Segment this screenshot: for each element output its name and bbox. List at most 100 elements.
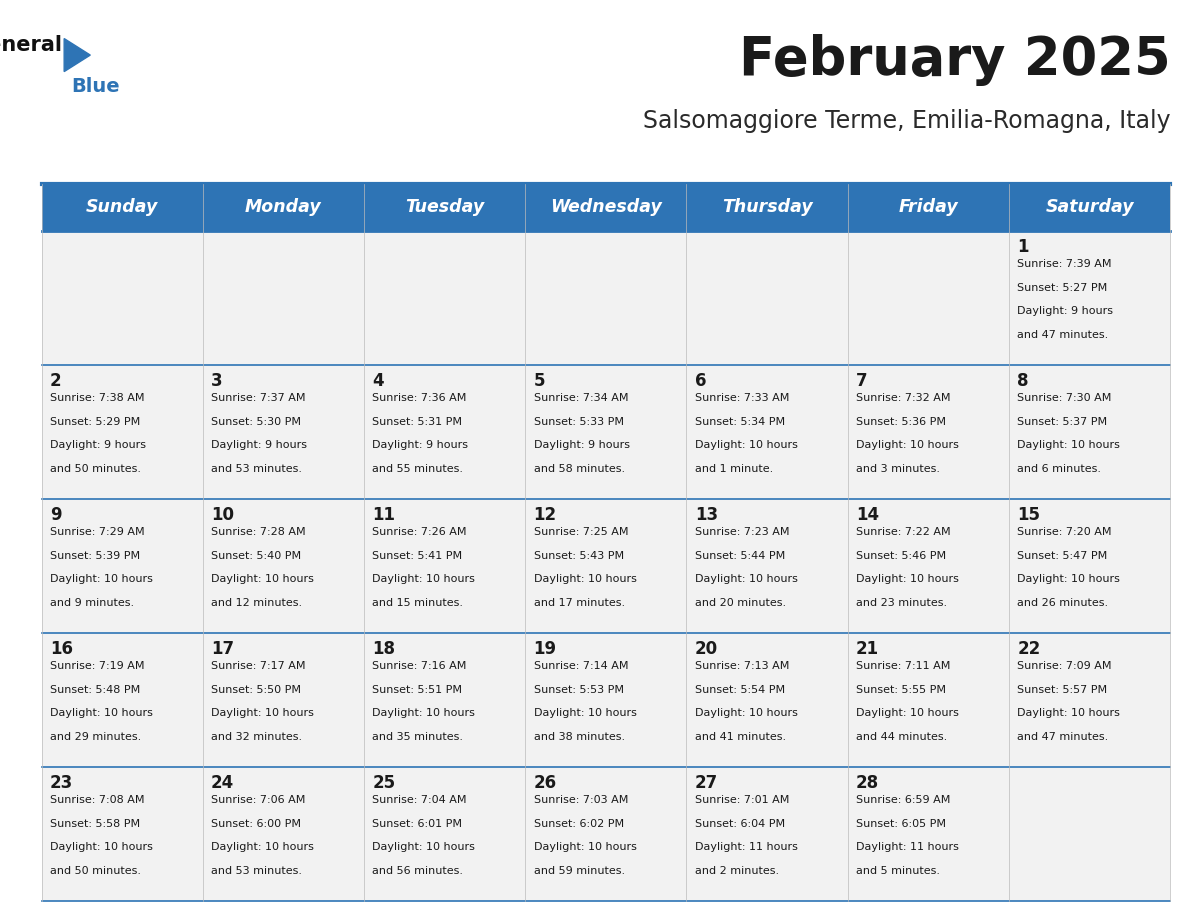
Text: Daylight: 10 hours: Daylight: 10 hours xyxy=(1017,708,1120,718)
Text: and 53 minutes.: and 53 minutes. xyxy=(211,866,302,876)
Text: Daylight: 10 hours: Daylight: 10 hours xyxy=(533,708,637,718)
Bar xyxy=(1009,499,1170,633)
Bar xyxy=(42,767,203,901)
Bar xyxy=(687,365,848,499)
Bar xyxy=(687,231,848,365)
Text: Sunset: 5:30 PM: Sunset: 5:30 PM xyxy=(211,417,301,427)
Text: Daylight: 10 hours: Daylight: 10 hours xyxy=(372,574,475,584)
Bar xyxy=(848,231,1009,365)
Text: Blue: Blue xyxy=(71,77,120,96)
Text: Daylight: 10 hours: Daylight: 10 hours xyxy=(1017,574,1120,584)
Text: Sunrise: 7:29 AM: Sunrise: 7:29 AM xyxy=(50,527,145,537)
Text: and 50 minutes.: and 50 minutes. xyxy=(50,464,141,474)
Text: and 47 minutes.: and 47 minutes. xyxy=(1017,330,1108,340)
Text: 5: 5 xyxy=(533,372,545,390)
Text: Sunset: 6:05 PM: Sunset: 6:05 PM xyxy=(857,819,946,829)
Text: and 59 minutes.: and 59 minutes. xyxy=(533,866,625,876)
Text: 10: 10 xyxy=(211,506,234,524)
Text: and 5 minutes.: and 5 minutes. xyxy=(857,866,940,876)
Text: Monday: Monday xyxy=(245,198,322,217)
Text: Sunrise: 7:26 AM: Sunrise: 7:26 AM xyxy=(372,527,467,537)
Text: Sunrise: 7:19 AM: Sunrise: 7:19 AM xyxy=(50,661,145,671)
Bar xyxy=(687,184,848,231)
Bar xyxy=(1009,231,1170,365)
Text: Daylight: 9 hours: Daylight: 9 hours xyxy=(372,440,468,450)
Text: 6: 6 xyxy=(695,372,707,390)
Text: Daylight: 11 hours: Daylight: 11 hours xyxy=(695,842,797,852)
Text: 26: 26 xyxy=(533,774,557,792)
Text: Sunset: 5:40 PM: Sunset: 5:40 PM xyxy=(211,551,302,561)
Text: Sunrise: 7:23 AM: Sunrise: 7:23 AM xyxy=(695,527,789,537)
Text: 17: 17 xyxy=(211,640,234,658)
Text: 25: 25 xyxy=(372,774,396,792)
Text: Sunset: 5:34 PM: Sunset: 5:34 PM xyxy=(695,417,785,427)
Text: Sunrise: 7:13 AM: Sunrise: 7:13 AM xyxy=(695,661,789,671)
Bar xyxy=(848,499,1009,633)
Text: Sunset: 5:55 PM: Sunset: 5:55 PM xyxy=(857,685,946,695)
Bar xyxy=(364,184,525,231)
Text: Daylight: 10 hours: Daylight: 10 hours xyxy=(857,440,959,450)
Text: Sunset: 5:57 PM: Sunset: 5:57 PM xyxy=(1017,685,1107,695)
Bar xyxy=(525,633,687,767)
Bar xyxy=(203,499,364,633)
Text: Sunset: 5:44 PM: Sunset: 5:44 PM xyxy=(695,551,785,561)
Text: Sunrise: 7:39 AM: Sunrise: 7:39 AM xyxy=(1017,259,1112,269)
Text: Sunrise: 7:34 AM: Sunrise: 7:34 AM xyxy=(533,393,628,403)
Bar xyxy=(525,767,687,901)
Text: Daylight: 10 hours: Daylight: 10 hours xyxy=(857,708,959,718)
Text: Sunset: 5:27 PM: Sunset: 5:27 PM xyxy=(1017,283,1107,293)
Text: Sunrise: 7:03 AM: Sunrise: 7:03 AM xyxy=(533,795,628,805)
Text: Sunset: 5:54 PM: Sunset: 5:54 PM xyxy=(695,685,785,695)
Text: Sunset: 5:50 PM: Sunset: 5:50 PM xyxy=(211,685,301,695)
Text: and 23 minutes.: and 23 minutes. xyxy=(857,598,947,608)
Text: Sunrise: 7:30 AM: Sunrise: 7:30 AM xyxy=(1017,393,1112,403)
Text: and 47 minutes.: and 47 minutes. xyxy=(1017,732,1108,742)
Text: Sunrise: 7:22 AM: Sunrise: 7:22 AM xyxy=(857,527,950,537)
Text: Thursday: Thursday xyxy=(722,198,813,217)
Text: 19: 19 xyxy=(533,640,557,658)
Text: 9: 9 xyxy=(50,506,62,524)
Text: Daylight: 10 hours: Daylight: 10 hours xyxy=(695,708,797,718)
Text: Sunrise: 7:14 AM: Sunrise: 7:14 AM xyxy=(533,661,628,671)
Text: Sunset: 5:31 PM: Sunset: 5:31 PM xyxy=(372,417,462,427)
Text: Daylight: 9 hours: Daylight: 9 hours xyxy=(1017,306,1113,316)
Bar xyxy=(203,365,364,499)
Text: Sunrise: 7:04 AM: Sunrise: 7:04 AM xyxy=(372,795,467,805)
Text: and 6 minutes.: and 6 minutes. xyxy=(1017,464,1101,474)
Text: 24: 24 xyxy=(211,774,234,792)
Text: Sunrise: 7:11 AM: Sunrise: 7:11 AM xyxy=(857,661,950,671)
Text: 1: 1 xyxy=(1017,238,1029,256)
Text: and 44 minutes.: and 44 minutes. xyxy=(857,732,947,742)
Text: Sunset: 5:46 PM: Sunset: 5:46 PM xyxy=(857,551,946,561)
Text: 7: 7 xyxy=(857,372,867,390)
Text: and 50 minutes.: and 50 minutes. xyxy=(50,866,141,876)
Text: Sunset: 5:29 PM: Sunset: 5:29 PM xyxy=(50,417,140,427)
Text: and 17 minutes.: and 17 minutes. xyxy=(533,598,625,608)
Bar xyxy=(525,365,687,499)
Text: Daylight: 9 hours: Daylight: 9 hours xyxy=(211,440,308,450)
Text: Sunset: 5:41 PM: Sunset: 5:41 PM xyxy=(372,551,462,561)
Bar xyxy=(42,499,203,633)
Text: Daylight: 10 hours: Daylight: 10 hours xyxy=(695,440,797,450)
Text: Sunset: 5:48 PM: Sunset: 5:48 PM xyxy=(50,685,140,695)
Bar xyxy=(42,184,203,231)
Bar xyxy=(364,231,525,365)
Text: Sunset: 5:58 PM: Sunset: 5:58 PM xyxy=(50,819,140,829)
Bar xyxy=(687,633,848,767)
Text: 14: 14 xyxy=(857,506,879,524)
Text: Sunset: 5:33 PM: Sunset: 5:33 PM xyxy=(533,417,624,427)
Text: and 2 minutes.: and 2 minutes. xyxy=(695,866,779,876)
Text: 13: 13 xyxy=(695,506,718,524)
Text: Daylight: 10 hours: Daylight: 10 hours xyxy=(372,842,475,852)
Text: Sunset: 6:02 PM: Sunset: 6:02 PM xyxy=(533,819,624,829)
Text: and 58 minutes.: and 58 minutes. xyxy=(533,464,625,474)
Text: Daylight: 10 hours: Daylight: 10 hours xyxy=(533,574,637,584)
Text: 23: 23 xyxy=(50,774,74,792)
Text: 22: 22 xyxy=(1017,640,1041,658)
Text: Daylight: 10 hours: Daylight: 10 hours xyxy=(533,842,637,852)
Text: Sunday: Sunday xyxy=(86,198,158,217)
Text: 15: 15 xyxy=(1017,506,1041,524)
Text: Daylight: 9 hours: Daylight: 9 hours xyxy=(50,440,146,450)
Text: Daylight: 11 hours: Daylight: 11 hours xyxy=(857,842,959,852)
Bar xyxy=(1009,633,1170,767)
